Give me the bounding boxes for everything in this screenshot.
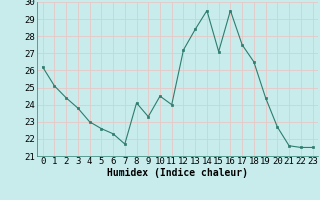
X-axis label: Humidex (Indice chaleur): Humidex (Indice chaleur) bbox=[107, 168, 248, 178]
